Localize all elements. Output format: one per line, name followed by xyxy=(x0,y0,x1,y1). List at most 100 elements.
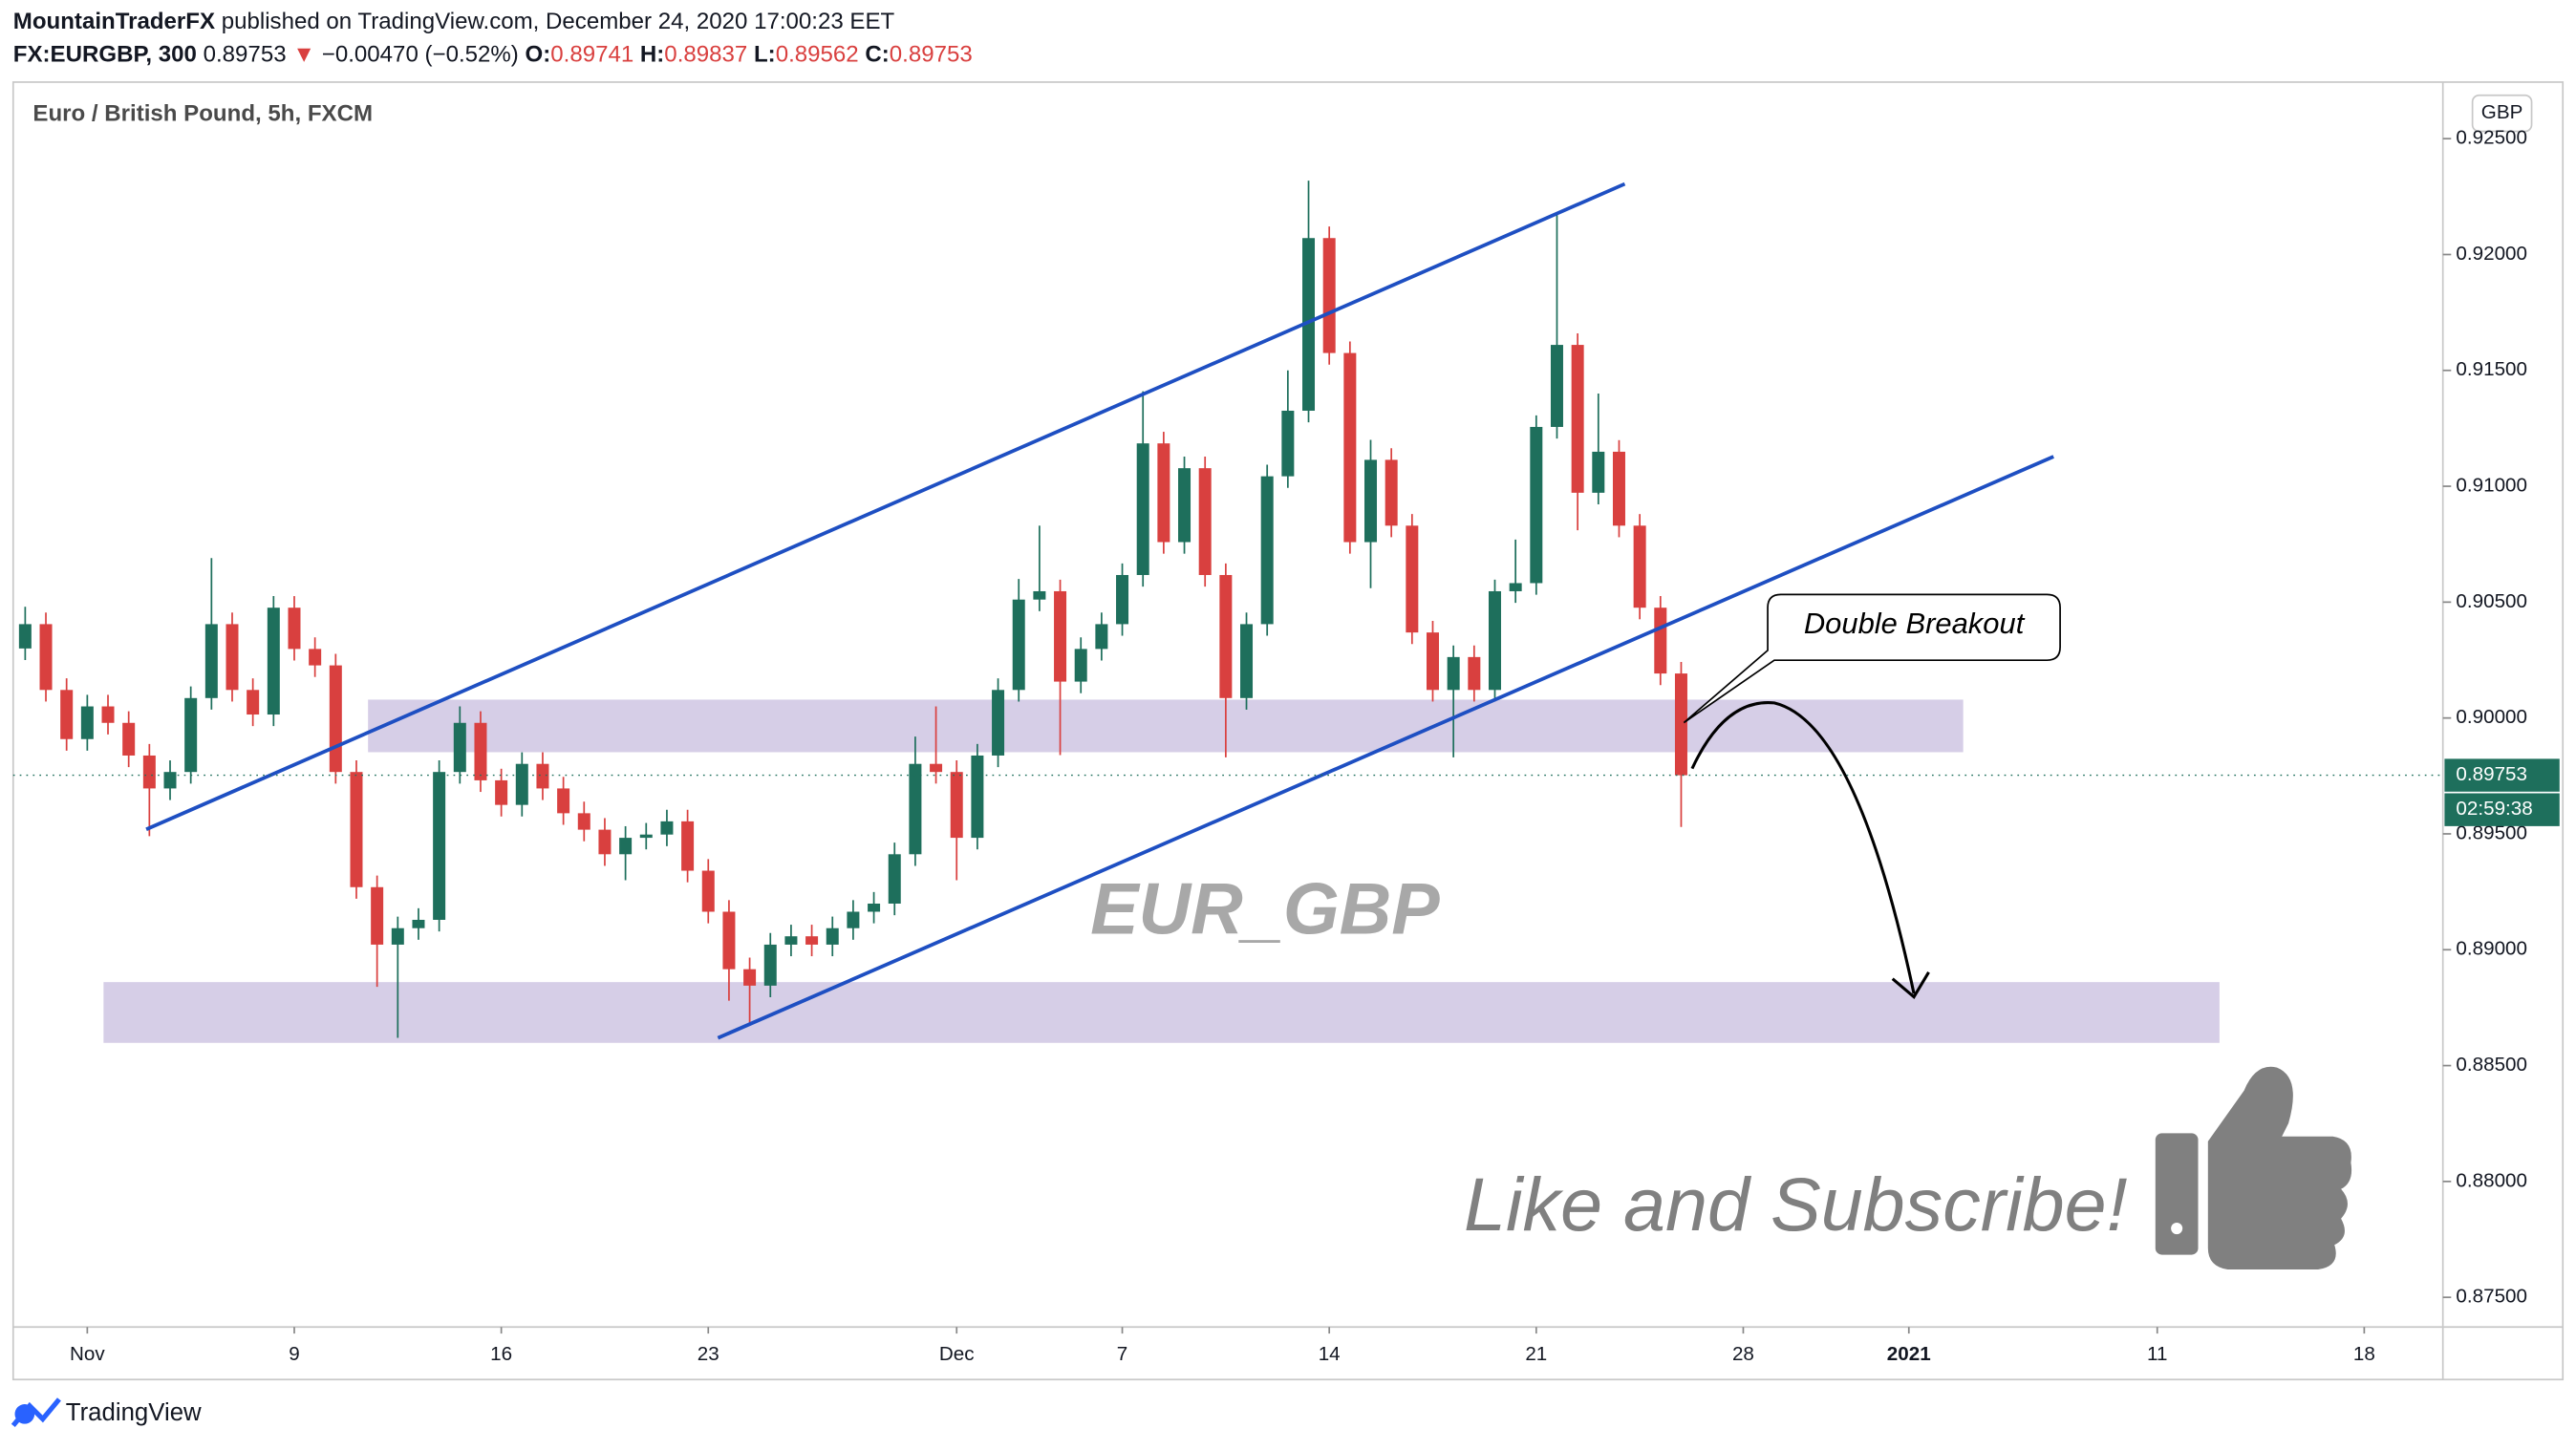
candle-body xyxy=(1260,476,1274,625)
candle-body xyxy=(225,624,239,691)
candle-body xyxy=(474,722,487,780)
down-arrow: ▼ xyxy=(292,42,315,68)
resistance-zone xyxy=(368,699,1964,753)
candle-body xyxy=(743,969,757,986)
candle-body xyxy=(681,821,695,871)
price: 0.89753 xyxy=(204,42,287,68)
candle-body xyxy=(412,919,425,928)
candle-body xyxy=(1633,525,1646,608)
published: published on TradingView.com, December 2… xyxy=(222,9,895,34)
y-tick-label: 0.90500 xyxy=(2456,590,2527,612)
header-line-1: MountainTraderFX published on TradingVie… xyxy=(13,9,895,34)
x-tick-label: 16 xyxy=(490,1343,512,1365)
candles xyxy=(18,181,1687,1038)
header-line-2: FX:EURGBP, 300 0.89753 ▼ −0.00470 (−0.52… xyxy=(13,42,973,68)
candle-body xyxy=(868,903,881,912)
candle-body xyxy=(784,936,798,945)
candle-body xyxy=(288,608,301,650)
candle-body xyxy=(888,854,901,904)
o-value: 0.89741 xyxy=(550,42,633,68)
candle-body xyxy=(163,772,177,789)
candle-body xyxy=(267,608,280,715)
candle-body xyxy=(1674,673,1687,776)
candle-body xyxy=(639,834,653,839)
candle-body xyxy=(329,665,342,773)
candle-body xyxy=(1468,656,1481,691)
candle-body xyxy=(1592,451,1605,493)
candle-body xyxy=(391,928,404,945)
thumbs-up-icon xyxy=(2155,1066,2352,1270)
candle-body xyxy=(1406,525,1419,633)
projection-arrow xyxy=(1690,701,1916,994)
x-tick-label: 7 xyxy=(1117,1343,1127,1365)
candle-body xyxy=(971,755,984,839)
l-value: 0.89562 xyxy=(776,42,859,68)
candle-body xyxy=(39,624,53,691)
last-price-box xyxy=(2444,758,2560,792)
candle-body xyxy=(1509,583,1522,591)
candle-body xyxy=(1302,238,1316,411)
x-tick-label: 18 xyxy=(2353,1343,2375,1365)
candle-body xyxy=(1219,574,1233,698)
candle-body xyxy=(847,911,860,928)
candle-body xyxy=(1322,238,1336,353)
o-label: O: xyxy=(526,42,551,68)
candle-body xyxy=(371,886,384,945)
support-zone xyxy=(103,982,2220,1043)
candle-body xyxy=(992,690,1005,756)
h-value: 0.89837 xyxy=(664,42,747,68)
candle-body xyxy=(204,624,218,698)
candle-body xyxy=(18,624,32,649)
candle-body xyxy=(1488,590,1501,691)
candle-body xyxy=(1612,451,1625,526)
h-label: H: xyxy=(640,42,664,68)
candle-body xyxy=(1343,352,1357,543)
currency: GBP xyxy=(2481,101,2523,123)
candle-body xyxy=(930,763,943,773)
x-tick-label: 23 xyxy=(698,1343,719,1365)
candle-body xyxy=(1178,468,1191,543)
candle-body xyxy=(557,788,570,814)
candle-body xyxy=(142,755,156,789)
candle-body xyxy=(1427,632,1439,691)
promo-text: Like and Subscribe! xyxy=(1464,1162,2128,1247)
candle-body xyxy=(1447,656,1460,691)
candle-body xyxy=(1571,345,1584,493)
x-tick-label: 9 xyxy=(289,1343,299,1365)
candle-body xyxy=(1550,345,1563,427)
chart-title: Euro / British Pound, 5h, FXCM xyxy=(32,101,373,127)
candle-body xyxy=(1054,590,1067,682)
candle-body xyxy=(577,813,590,830)
candle-body xyxy=(1364,459,1378,543)
candle-body xyxy=(122,722,136,756)
y-tick-label: 0.91000 xyxy=(2456,475,2527,497)
x-tick-label: 21 xyxy=(1525,1343,1547,1365)
candle-body xyxy=(826,928,839,945)
candle-body xyxy=(701,870,715,912)
y-tick-label: 0.90000 xyxy=(2456,706,2527,728)
candle-body xyxy=(1136,443,1149,575)
c-label: C: xyxy=(865,42,889,68)
candle-body xyxy=(1530,426,1543,584)
change: −0.00470 (−0.52%) xyxy=(322,42,519,68)
candle-body xyxy=(1198,468,1212,575)
candle-body xyxy=(619,838,633,855)
last-price-label: 0.89753 xyxy=(2456,763,2527,785)
candle-body xyxy=(453,722,466,773)
candle-body xyxy=(309,649,322,666)
footer: TradingView xyxy=(66,1399,202,1426)
y-tick-label: 0.89000 xyxy=(2456,938,2527,960)
c-value: 0.89753 xyxy=(890,42,973,68)
candle-body xyxy=(536,763,549,789)
y-tick-label: 0.92000 xyxy=(2456,243,2527,265)
candle-body xyxy=(598,829,612,855)
l-label: L: xyxy=(754,42,776,68)
candle-body xyxy=(515,763,528,805)
currency-badge xyxy=(2471,94,2533,133)
countdown: 02:59:38 xyxy=(2456,798,2532,820)
upper-trendline xyxy=(145,181,1626,831)
y-tick-label: 0.88000 xyxy=(2456,1169,2527,1191)
candle-body xyxy=(1157,443,1170,543)
candle-body xyxy=(722,911,736,970)
